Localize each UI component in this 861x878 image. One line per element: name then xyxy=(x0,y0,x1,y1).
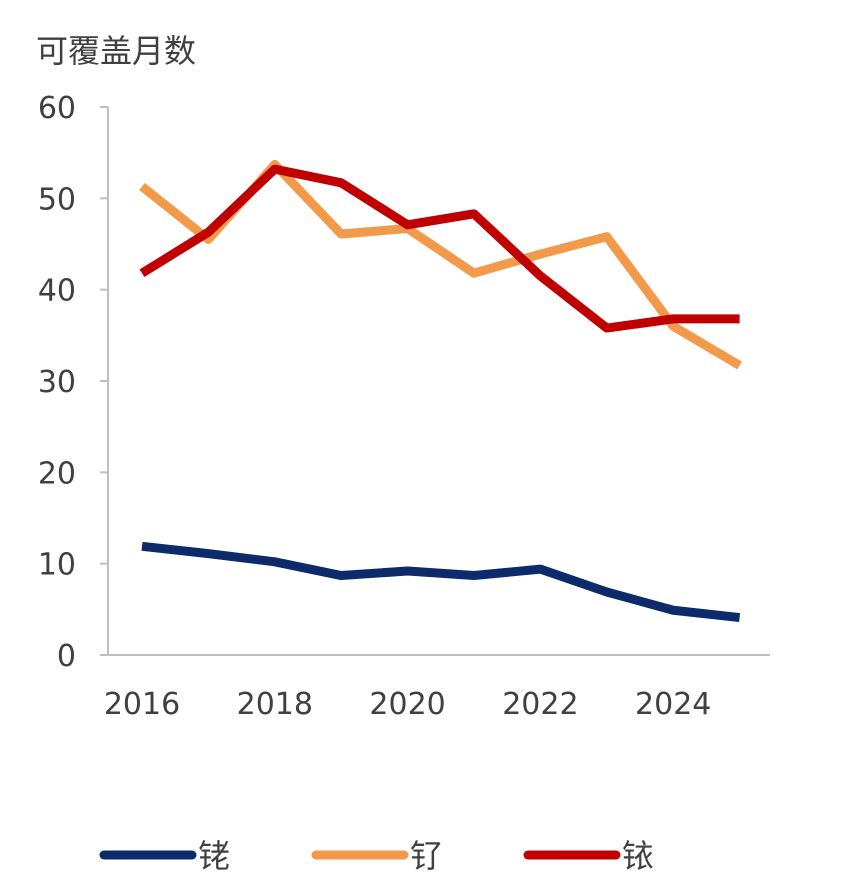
series-line-1 xyxy=(141,541,741,623)
chart-title: 可覆盖月数 xyxy=(36,32,196,70)
y-tick-label: 0 xyxy=(57,639,76,674)
x-tick-label: 2024 xyxy=(635,687,711,722)
legend-label: 铱 xyxy=(622,837,654,875)
legend-label: 钌 xyxy=(410,837,442,875)
y-tick-label: 30 xyxy=(38,365,76,400)
y-tick-label: 20 xyxy=(38,456,76,491)
y-tick-label: 50 xyxy=(38,182,76,217)
y-tick-label: 10 xyxy=(38,548,76,583)
x-tick-label: 2022 xyxy=(502,687,578,722)
y-tick-label: 60 xyxy=(38,91,76,126)
y-tick-label: 40 xyxy=(38,274,76,309)
legend-label: 铑 xyxy=(198,837,230,875)
x-tick-label: 2020 xyxy=(369,687,445,722)
x-tick-label: 2018 xyxy=(237,687,313,722)
series-line-3 xyxy=(139,164,740,333)
series-line-2 xyxy=(139,160,742,370)
x-tick-label: 2016 xyxy=(104,687,180,722)
